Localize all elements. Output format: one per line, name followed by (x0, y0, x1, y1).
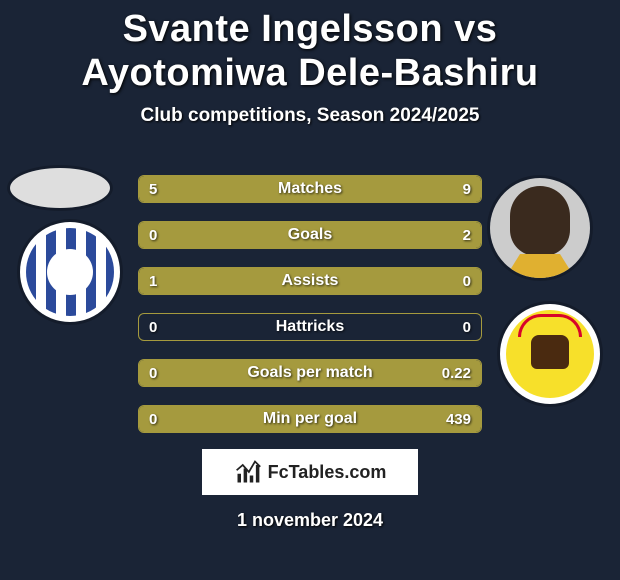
player1-photo (10, 168, 110, 208)
page-title: Svante Ingelsson vs Ayotomiwa Dele-Bashi… (0, 0, 620, 95)
page-subtitle: Club competitions, Season 2024/2025 (0, 105, 620, 127)
stat-row: 00Hattricks (138, 313, 482, 341)
source-logo-text: FcTables.com (268, 462, 387, 483)
player2-club-crest (500, 304, 600, 404)
stat-row: 59Matches (138, 175, 482, 203)
stat-label: Goals per match (139, 360, 481, 386)
stat-row: 00.22Goals per match (138, 359, 482, 387)
stat-row: 10Assists (138, 267, 482, 295)
stat-row: 02Goals (138, 221, 482, 249)
stat-label: Min per goal (139, 406, 481, 432)
player1-club-crest (20, 222, 120, 322)
stat-label: Goals (139, 222, 481, 248)
stat-label: Hattricks (139, 314, 481, 340)
stats-container: 59Matches 02Goals 10Assists 00Hattricks 00.2… (138, 175, 482, 451)
date-label: 1 november 2024 (0, 510, 620, 531)
stat-row: 0439Min per goal (138, 405, 482, 433)
player2-photo (490, 178, 590, 278)
stat-label: Assists (139, 268, 481, 294)
stat-label: Matches (139, 176, 481, 202)
source-logo: FcTables.com (202, 449, 418, 495)
chart-icon (234, 458, 262, 486)
